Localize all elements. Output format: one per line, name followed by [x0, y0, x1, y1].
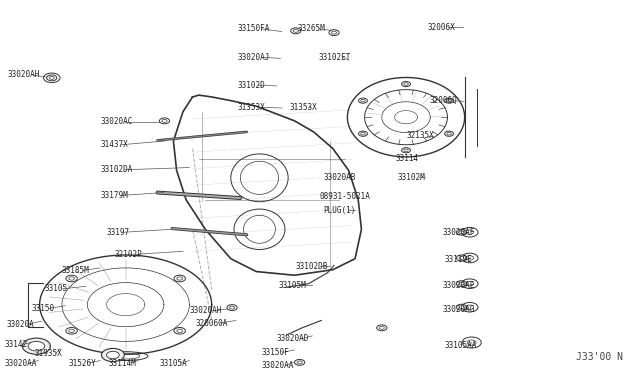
Text: 33020AD: 33020AD [276, 334, 309, 343]
Circle shape [445, 98, 454, 103]
Text: 32135X: 32135X [406, 131, 434, 140]
Circle shape [101, 349, 124, 362]
Text: 320060A: 320060A [196, 318, 228, 327]
Circle shape [28, 341, 45, 351]
Circle shape [291, 28, 301, 34]
Text: 33142: 33142 [4, 340, 28, 349]
Circle shape [159, 118, 170, 124]
Circle shape [456, 281, 467, 287]
Text: 33020AF: 33020AF [442, 228, 475, 237]
Circle shape [461, 253, 478, 263]
Circle shape [227, 305, 237, 311]
Text: 31935X: 31935X [35, 349, 62, 358]
Text: 33102M: 33102M [397, 173, 426, 182]
Circle shape [377, 325, 387, 331]
Text: 33150: 33150 [32, 304, 55, 313]
Text: 31437X: 31437X [100, 140, 128, 149]
Text: PLUG(1): PLUG(1) [323, 206, 356, 215]
Circle shape [358, 98, 367, 103]
Circle shape [66, 275, 77, 282]
Text: 33102DB: 33102DB [296, 262, 328, 270]
Text: 33020AE: 33020AE [442, 280, 475, 290]
Circle shape [47, 75, 57, 81]
Text: 31353X: 31353X [289, 103, 317, 112]
Text: 33105M: 33105M [278, 280, 307, 290]
Text: 33020AA: 33020AA [261, 361, 294, 370]
Circle shape [461, 279, 478, 288]
Circle shape [294, 359, 305, 365]
Circle shape [401, 81, 410, 87]
Text: 33020AJ: 33020AJ [237, 53, 269, 62]
Text: 33105A: 33105A [159, 359, 187, 368]
Text: 33114M: 33114M [108, 359, 136, 368]
Text: 32006Q: 32006Q [429, 96, 458, 105]
Text: 33185M: 33185M [62, 266, 90, 275]
Circle shape [445, 131, 454, 136]
Circle shape [456, 304, 467, 310]
Text: 31526Y: 31526Y [68, 359, 96, 368]
Circle shape [456, 255, 467, 261]
Text: 33265M: 33265M [298, 25, 326, 33]
Text: 33114: 33114 [395, 154, 419, 163]
Text: 33102D: 33102D [237, 81, 265, 90]
Circle shape [174, 275, 186, 282]
Text: 08931-5021A: 08931-5021A [320, 192, 371, 202]
Circle shape [401, 148, 410, 153]
Text: 33020AC: 33020AC [100, 118, 132, 126]
Text: 33105AA: 33105AA [444, 341, 477, 350]
Text: 33102ET: 33102ET [319, 53, 351, 62]
Text: 33020AA: 33020AA [4, 359, 37, 368]
Text: 31353X: 31353X [237, 103, 265, 112]
Text: 33102DA: 33102DA [100, 165, 132, 174]
Circle shape [461, 227, 478, 237]
Text: 33150FA: 33150FA [237, 25, 269, 33]
Circle shape [329, 30, 339, 36]
Text: 33020A: 33020A [6, 320, 34, 328]
Text: 33119E: 33119E [444, 255, 472, 264]
Circle shape [22, 338, 51, 354]
Text: 33020AG: 33020AG [442, 305, 475, 314]
Text: 33020AB: 33020AB [323, 173, 356, 182]
Text: J33'00 N: J33'00 N [576, 352, 623, 362]
Circle shape [461, 302, 478, 312]
Text: 33179M: 33179M [100, 191, 128, 200]
Text: 32006X: 32006X [427, 23, 455, 32]
Text: 33197: 33197 [106, 228, 130, 237]
Circle shape [106, 351, 119, 359]
Circle shape [358, 131, 367, 136]
Circle shape [66, 327, 77, 334]
Text: 33020AH: 33020AH [189, 307, 221, 315]
Circle shape [456, 229, 467, 235]
Circle shape [44, 73, 60, 83]
Text: 33105: 33105 [45, 284, 68, 294]
Text: 33020AH: 33020AH [8, 70, 40, 79]
Circle shape [174, 327, 186, 334]
Text: 32102P: 32102P [115, 250, 143, 259]
Circle shape [462, 337, 481, 348]
Text: 33150F: 33150F [261, 348, 289, 357]
